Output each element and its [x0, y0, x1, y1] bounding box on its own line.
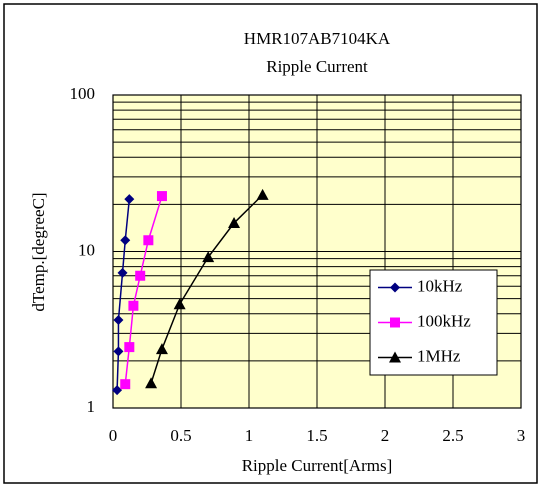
- marker: [228, 217, 241, 229]
- series-line: [150, 194, 264, 384]
- marker: [128, 300, 139, 311]
- x-axis-label: Ripple Current[Arms]: [242, 456, 393, 475]
- legend-marker: [390, 317, 400, 328]
- legend-label: 100kHz: [417, 311, 471, 330]
- plot-border: [112, 94, 522, 409]
- marker: [145, 377, 158, 389]
- y-tick-label: 10: [78, 240, 95, 259]
- y-tick-label: 1: [87, 397, 96, 416]
- marker: [113, 346, 124, 357]
- chart-subtitle: Ripple Current: [266, 57, 368, 76]
- y-axis-label: dTemp.[degreeC]: [29, 192, 48, 311]
- marker: [173, 298, 186, 310]
- marker: [135, 270, 146, 281]
- x-tick-label: 0: [109, 426, 118, 445]
- marker: [202, 251, 215, 263]
- x-tick-label: 2: [381, 426, 390, 445]
- marker: [117, 267, 128, 278]
- legend-marker: [390, 282, 400, 293]
- series-line: [116, 199, 131, 391]
- x-tick-label: 2.5: [442, 426, 463, 445]
- marker: [112, 385, 123, 396]
- chart-title: HMR107AB7104KA: [244, 29, 391, 48]
- marker: [143, 235, 154, 246]
- x-tick-label: 0.5: [170, 426, 191, 445]
- series-line: [124, 195, 163, 385]
- marker: [256, 188, 269, 200]
- legend-label: 10kHz: [417, 276, 463, 295]
- y-tick-label: 100: [70, 84, 96, 103]
- marker: [113, 315, 124, 326]
- marker: [124, 194, 135, 205]
- legend-label: 1MHz: [417, 346, 461, 365]
- marker: [120, 235, 131, 246]
- marker: [120, 379, 131, 390]
- marker: [124, 342, 135, 353]
- x-tick-label: 1.5: [306, 426, 327, 445]
- x-tick-label: 1: [245, 426, 254, 445]
- legend-marker: [389, 351, 401, 363]
- marker: [156, 191, 167, 202]
- marker: [155, 343, 168, 355]
- x-tick-label: 3: [517, 426, 526, 445]
